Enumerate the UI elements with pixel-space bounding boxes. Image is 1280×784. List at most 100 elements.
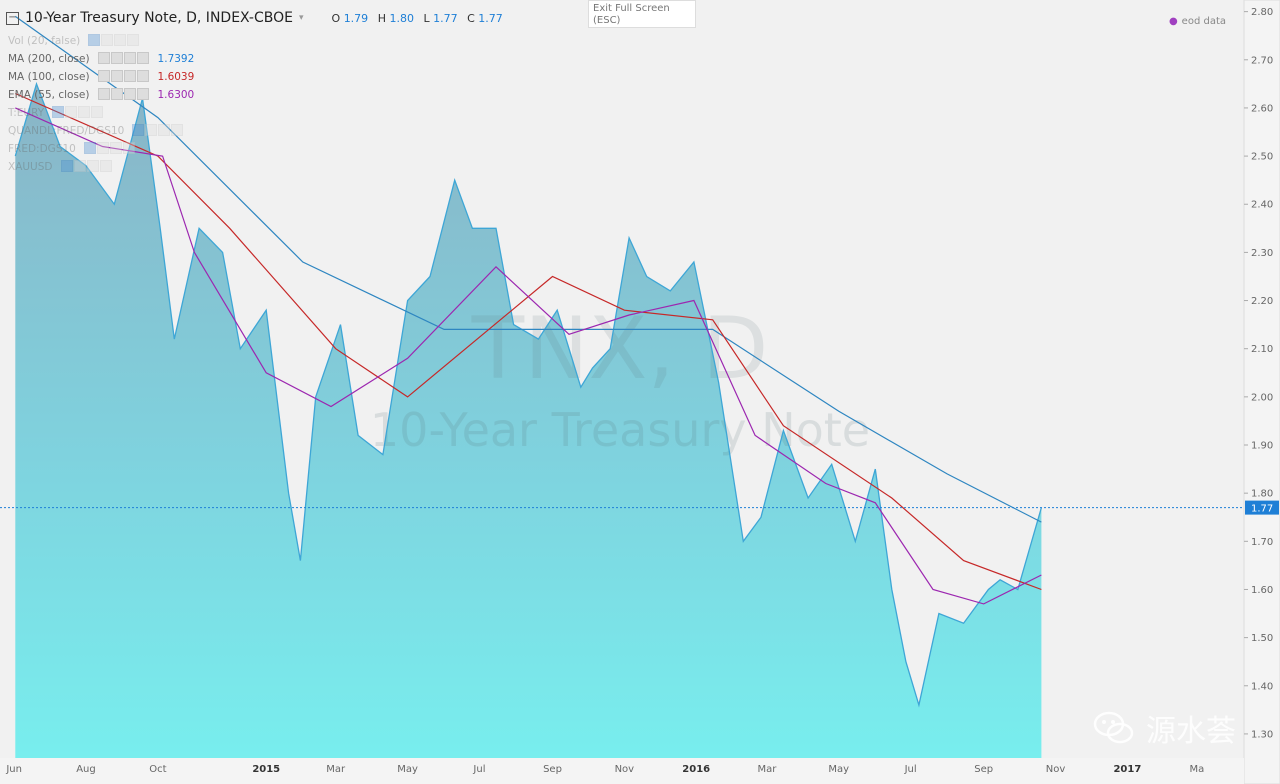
close-icon[interactable] — [91, 105, 104, 118]
legend-row[interactable]: Vol (20, false) — [8, 32, 194, 50]
y-tick-label: 2.70 — [1251, 55, 1273, 66]
indicator-legend: Vol (20, false) MA (200, close) 1.7392 MA (… — [8, 32, 194, 176]
settings-icon[interactable] — [101, 33, 114, 46]
add-icon[interactable] — [109, 141, 122, 154]
x-tick-label: Jun — [5, 764, 22, 775]
legend-row[interactable]: T:EURY — [8, 104, 194, 122]
settings-icon[interactable] — [110, 51, 123, 64]
x-tick-label: Nov — [615, 764, 635, 775]
legend-label: XAUUSD — [8, 161, 53, 173]
legend-label: FRED:DGS10 — [8, 143, 76, 155]
add-icon[interactable] — [123, 69, 136, 82]
y-tick-label: 2.50 — [1251, 152, 1273, 163]
x-tick-label: May — [828, 764, 849, 775]
time-axis[interactable]: Jun Aug Oct 2015 Mar May Jul Sep Nov 2016 Mar May Ju… — [0, 758, 1244, 784]
channel-watermark: 源水荟 — [1092, 706, 1236, 750]
legend-controls[interactable] — [97, 69, 150, 85]
add-icon[interactable] — [123, 51, 136, 64]
eod-data-label: eod data — [1169, 16, 1226, 27]
legend-controls[interactable] — [52, 105, 104, 121]
legend-row[interactable]: EMA (55, close) 1.6300 — [8, 86, 194, 104]
legend-row[interactable]: MA (100, close) 1.6039 — [8, 68, 194, 86]
chevron-down-icon[interactable]: ▾ — [298, 13, 304, 23]
legend-controls[interactable] — [60, 159, 113, 175]
add-icon[interactable] — [86, 159, 99, 172]
legend-row[interactable]: FRED:DGS10 — [8, 140, 194, 158]
legend-value: 1.6300 — [157, 89, 195, 101]
add-icon[interactable] — [158, 123, 171, 136]
exit-fullscreen-tooltip[interactable]: Exit Full Screen (ESC) — [588, 0, 696, 28]
legend-label: Vol (20, false) — [8, 35, 81, 47]
legend-controls[interactable] — [88, 33, 140, 49]
legend-row[interactable]: XAUUSD — [8, 158, 194, 176]
add-icon[interactable] — [123, 87, 136, 100]
legend-value: 1.6039 — [157, 71, 195, 83]
y-tick-label: 2.80 — [1251, 7, 1273, 18]
close-icon[interactable] — [136, 69, 149, 82]
high-value: 1.80 — [389, 11, 414, 25]
indicator-line — [15, 92, 1042, 591]
legend-label: QUANDL:FRED/DGS10 — [8, 125, 125, 137]
settings-icon[interactable] — [145, 123, 158, 136]
wechat-icon — [1093, 711, 1134, 744]
open-value: 1.79 — [343, 11, 369, 25]
settings-icon[interactable] — [110, 69, 123, 82]
eye-icon[interactable] — [88, 33, 101, 46]
x-tick-label: Sep — [543, 764, 562, 775]
legend-controls[interactable] — [83, 141, 136, 157]
x-tick-label: Jul — [904, 764, 917, 775]
legend-controls[interactable] — [132, 123, 184, 139]
ohlc-readout: O 1.79 H 1.80 L 1.77 C 1.77 — [331, 11, 503, 25]
low-value: 1.77 — [433, 11, 458, 25]
settings-icon[interactable] — [65, 105, 78, 118]
add-icon[interactable] — [114, 33, 127, 46]
legend-row[interactable]: MA (200, close) 1.7392 — [8, 50, 194, 68]
center-watermark-symbol: TNX, D — [471, 299, 769, 399]
x-tick-label: Jul — [472, 764, 485, 775]
x-tick-label: 2015 — [252, 764, 280, 775]
eye-icon[interactable] — [97, 87, 110, 100]
settings-icon[interactable] — [96, 141, 109, 154]
y-tick-label: 1.50 — [1251, 633, 1273, 644]
indicator-line — [14, 15, 1042, 523]
price-axis[interactable]: 2.80 2.70 2.60 2.50 2.40 2.30 2.20 2.10 2.00 1.90… — [1243, 0, 1280, 784]
x-tick-label: May — [397, 764, 418, 775]
close-icon[interactable] — [99, 159, 112, 172]
legend-label: MA (200, close) — [8, 53, 90, 65]
eye-icon[interactable] — [132, 123, 145, 136]
settings-icon[interactable] — [110, 87, 123, 100]
x-tick-label: Sep — [974, 764, 993, 775]
close-icon[interactable] — [171, 123, 184, 136]
eye-icon[interactable] — [83, 141, 96, 154]
close-icon[interactable] — [127, 33, 140, 46]
y-tick-label: 2.10 — [1251, 344, 1273, 355]
close-icon[interactable] — [122, 141, 135, 154]
price-line — [14, 81, 1043, 708]
eye-icon[interactable] — [52, 105, 65, 118]
symbol-title[interactable]: 10-Year Treasury Note, D, INDEX-CBOE — [25, 10, 293, 26]
x-tick-label: Ma — [1189, 764, 1204, 775]
eye-icon[interactable] — [97, 69, 110, 82]
chart-header: − 10-Year Treasury Note, D, INDEX-CBOE ▾… — [6, 10, 509, 26]
eye-icon[interactable] — [60, 159, 73, 172]
legend-value: 1.7392 — [157, 53, 195, 65]
last-price-label: 1.77 — [1251, 504, 1273, 515]
last-price-tag — [1245, 500, 1279, 515]
legend-row[interactable]: QUANDL:FRED/DGS10 — [8, 122, 194, 140]
eye-icon[interactable] — [97, 51, 110, 64]
legend-controls[interactable] — [97, 87, 150, 103]
y-tick-label: 2.60 — [1251, 103, 1273, 114]
price-area — [15, 83, 1042, 758]
add-icon[interactable] — [78, 105, 91, 118]
watermark-text: 源水荟 — [1146, 714, 1236, 749]
close-icon[interactable] — [136, 87, 149, 100]
y-tick-label: 1.60 — [1251, 585, 1273, 596]
y-tick-label: 1.70 — [1251, 537, 1273, 548]
collapse-icon[interactable]: − — [6, 11, 19, 25]
legend-controls[interactable] — [97, 51, 150, 67]
close-icon[interactable] — [136, 51, 149, 64]
y-tick-label: 1.40 — [1251, 681, 1273, 692]
settings-icon[interactable] — [73, 159, 86, 172]
x-tick-label: Aug — [76, 764, 96, 775]
